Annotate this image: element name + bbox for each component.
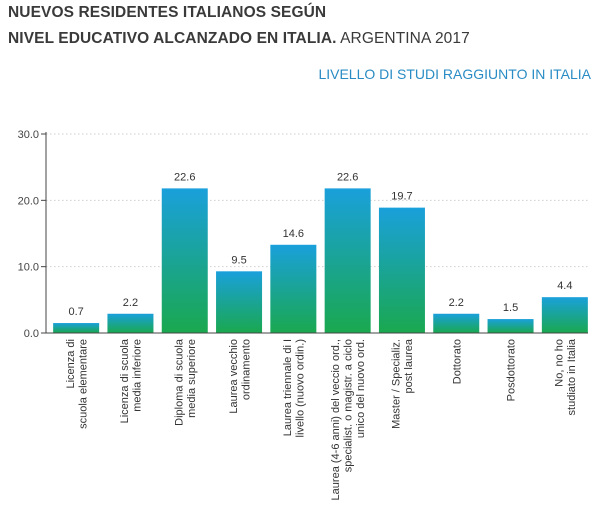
category-label: Posdottorato bbox=[506, 339, 518, 401]
value-label: 14.6 bbox=[283, 228, 304, 240]
category-label: Master / Specializ. post laurea bbox=[391, 338, 416, 429]
category-label-line: livello (nuovo ordin.) bbox=[295, 339, 307, 437]
category-label-line: Laurea triennale di I bbox=[282, 339, 294, 436]
bar bbox=[541, 297, 588, 333]
value-label: 2.2 bbox=[449, 297, 464, 309]
y-tick-label: 0.0 bbox=[24, 328, 39, 340]
value-label: 19.7 bbox=[391, 191, 412, 203]
category-label-line: Master / Specializ. bbox=[391, 339, 403, 429]
category-label-line: specialist. o magistr. a ciclo bbox=[343, 339, 355, 472]
category-label-line: Posdottorato bbox=[506, 339, 518, 401]
bars bbox=[53, 188, 588, 333]
y-tick-label: 20.0 bbox=[18, 195, 39, 207]
category-label: Licenza di scuola elementare bbox=[65, 339, 90, 429]
category-label-line: Licenza di scuola bbox=[119, 338, 131, 423]
bar bbox=[161, 188, 208, 333]
category-label-line: Diploma di scuola bbox=[174, 338, 186, 426]
labels: 0.0 10.0 20.0 30.0 0.7 Licenza di scuola eleme… bbox=[18, 129, 579, 500]
category-label: Laurea (4-6 anni) del veccio ord., specia… bbox=[330, 339, 367, 500]
category-label: Diploma di scuola media superiore bbox=[174, 338, 199, 426]
chart-title-line-1: NUEVOS RESIDENTES ITALIANOS SEGÚN bbox=[8, 4, 327, 21]
category-label-line: Dottorato bbox=[451, 339, 463, 384]
bar bbox=[324, 188, 371, 333]
category-label-line: unico del nuovo ord. bbox=[355, 339, 367, 438]
category-label-line: No, no ho bbox=[554, 339, 566, 387]
chart-subtitle: LIVELLO DI STUDI RAGGIUNTO IN ITALIA bbox=[318, 66, 591, 82]
value-label: 22.6 bbox=[337, 171, 358, 183]
value-label: 22.6 bbox=[174, 171, 195, 183]
category-label-line: Licenza di bbox=[65, 339, 77, 389]
category-label: Laurea vecchio ordinamento bbox=[228, 339, 253, 414]
category-label-line: Laurea vecchio bbox=[228, 339, 240, 414]
category-label-line: ordinamento bbox=[240, 339, 252, 400]
chart-title-bold: NIVEL EDUCATIVO ALCANZADO EN ITALIA. bbox=[8, 30, 337, 47]
bar bbox=[216, 271, 263, 333]
y-tick-label: 30.0 bbox=[18, 129, 39, 141]
bar bbox=[433, 313, 480, 333]
category-label-line: studiato in Italia bbox=[566, 338, 578, 415]
gridlines bbox=[46, 133, 588, 268]
category-label: Licenza di scuola media inferiore bbox=[119, 338, 144, 423]
value-label: 0.7 bbox=[69, 306, 84, 318]
bar bbox=[487, 319, 534, 333]
category-label: No, no ho studiato in Italia bbox=[554, 338, 579, 415]
category-label-line: scuola elementare bbox=[77, 339, 89, 429]
chart-title-line-2: NIVEL EDUCATIVO ALCANZADO EN ITALIA. ARG… bbox=[8, 30, 470, 48]
value-label: 4.4 bbox=[557, 280, 572, 292]
bar bbox=[270, 244, 317, 333]
value-label: 9.5 bbox=[231, 254, 246, 266]
chart-title-light: ARGENTINA 2017 bbox=[336, 30, 470, 47]
category-label: Dottorato bbox=[451, 339, 463, 384]
category-label-line: media superiore bbox=[186, 339, 198, 418]
axes bbox=[41, 132, 588, 334]
category-label-line: media inferiore bbox=[132, 339, 144, 412]
value-label: 2.2 bbox=[123, 297, 138, 309]
category-label-line: Laurea (4-6 anni) del veccio ord., bbox=[330, 339, 342, 500]
category-label-line: post laurea bbox=[403, 338, 415, 393]
bar bbox=[53, 323, 100, 333]
y-tick-label: 10.0 bbox=[18, 262, 39, 274]
bar bbox=[378, 207, 425, 333]
bar bbox=[107, 313, 154, 333]
value-label: 1.5 bbox=[503, 302, 518, 314]
